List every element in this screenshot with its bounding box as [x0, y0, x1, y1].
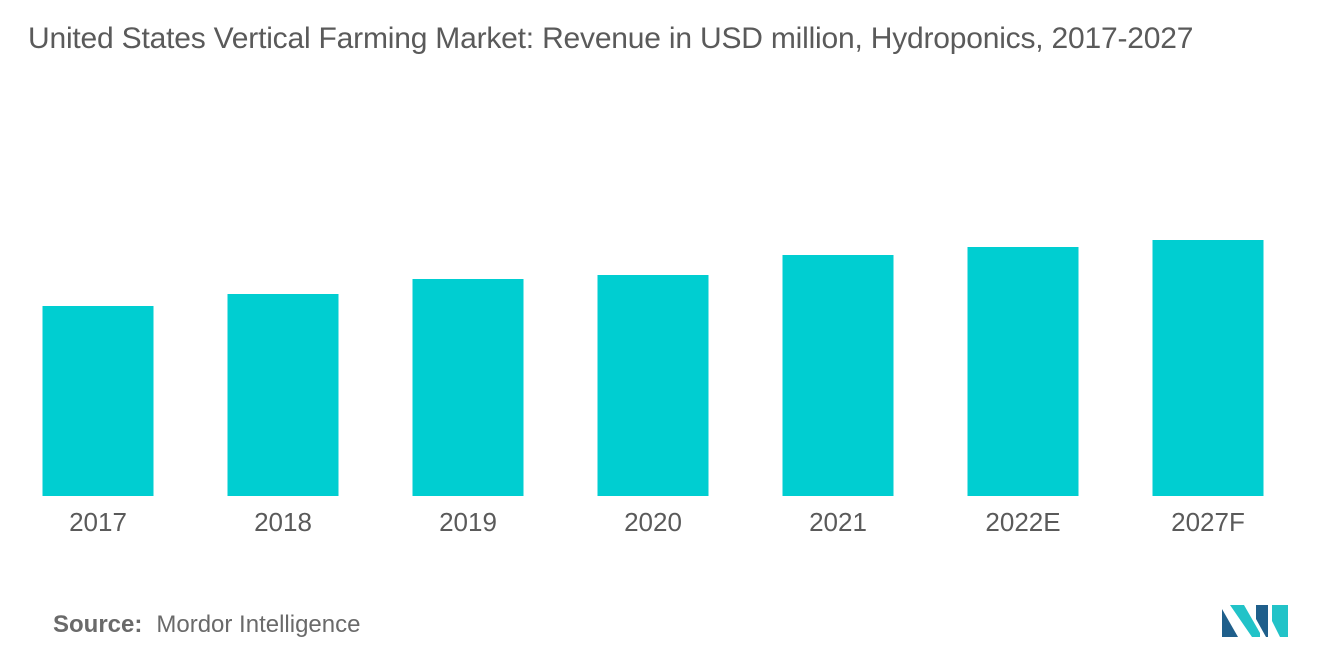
chart-title: United States Vertical Farming Market: R… — [28, 22, 1194, 55]
logo-shape-mid-dark — [1256, 605, 1268, 637]
bar-2018 — [227, 294, 339, 496]
logo-shape-mid — [1230, 605, 1260, 637]
bar-2021 — [782, 255, 894, 496]
bars-group — [42, 240, 1264, 496]
source-label: Source: — [53, 611, 143, 638]
bar-2017 — [42, 306, 154, 496]
bar-2022E — [967, 247, 1079, 496]
x-tick-label-2019: 2019 — [439, 507, 497, 537]
source-note: Source: Mordor Intelligence — [53, 611, 360, 639]
logo-shape-left — [1222, 609, 1238, 637]
mordor-intelligence-logo-icon — [1222, 605, 1288, 637]
x-tick-label-2027F: 2027F — [1171, 507, 1245, 537]
bar-2019 — [412, 279, 524, 496]
logo-shape-right — [1272, 605, 1288, 637]
bar-2027F — [1152, 240, 1264, 496]
source-value: Mordor Intelligence — [156, 611, 361, 638]
x-tick-label-2021: 2021 — [809, 507, 867, 537]
x-tick-label-2020: 2020 — [624, 507, 682, 537]
bar-2020 — [597, 275, 709, 496]
x-tick-label-2018: 2018 — [254, 507, 312, 537]
x-tick-label-2022E: 2022E — [985, 507, 1060, 537]
x-tick-label-2017: 2017 — [69, 507, 127, 537]
x-axis-labels: 2017 2018 2019 2020 2021 2022E 2027F — [69, 507, 1245, 537]
bar-chart: 2017 2018 2019 2020 2021 2022E 2027F — [42, 240, 1264, 537]
